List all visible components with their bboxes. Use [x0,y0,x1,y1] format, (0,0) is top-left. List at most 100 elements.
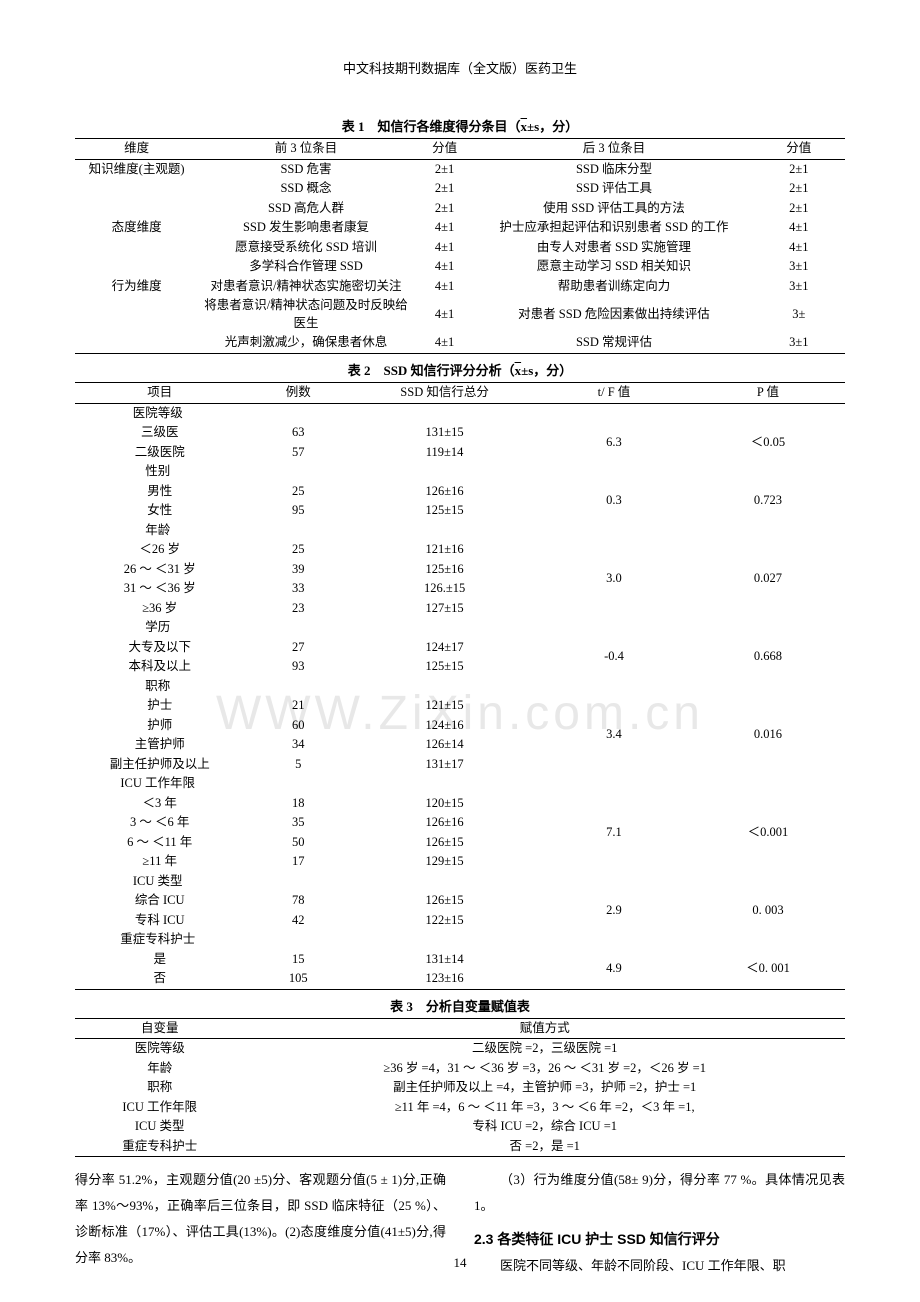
table2-caption: 表 2 SSD 知信行评分分析（x±s，分） [75,362,845,380]
table2-n: 15 [244,950,352,970]
table2-n: 25 [244,540,352,560]
table3-assign: ≥11 年 =4，6 ～ ＜11 年 =3，3 ～ ＜6 年 =2，＜3 年 =… [244,1098,845,1118]
table2-h0: 项目 [75,383,244,404]
table1-cell: 愿意主动学习 SSD 相关知识 [475,257,752,277]
table2-tf: 0.3 [537,482,691,521]
table1-h0: 维度 [75,139,198,160]
table3: 自变量 赋值方式 医院等级二级医院 =2，三级医院 =1年龄≥36 岁 =4，3… [75,1018,845,1158]
table2-p: ＜0.001 [691,794,845,872]
table1-cell [75,257,198,277]
table2-score: 131±15 [352,423,537,443]
table1-caption: 表 1 知信行各维度得分条目（x±s，分） [75,118,845,136]
table1: 维度 前 3 位条目 分值 后 3 位条目 分值 知识维度(主观题)SSD 危害… [75,138,845,354]
table1-cell: 4±1 [414,296,476,333]
table3-h1: 赋值方式 [244,1018,845,1039]
table3-assign: 否 =2，是 =1 [244,1137,845,1157]
table2-score: 126±16 [352,482,537,502]
table1-cell: 4±1 [414,257,476,277]
table2-item: 女性 [75,501,244,521]
table1-cell: SSD 危害 [198,159,414,179]
table3-var: 年龄 [75,1059,244,1079]
table3-var: 医院等级 [75,1039,244,1059]
table2-score: 121±15 [352,696,537,716]
table2-tf: 2.9 [537,891,691,930]
table2-p: ＜0. 001 [691,950,845,990]
table1-cell: 4±1 [414,238,476,258]
table2-n: 23 [244,599,352,619]
table1-cell: 光声刺激减少，确保患者休息 [198,333,414,353]
table2-n: 105 [244,969,352,989]
table2-tf: 3.0 [537,540,691,618]
table2-n: 78 [244,891,352,911]
table1-cell: SSD 评估工具 [475,179,752,199]
table1-cell: SSD 常规评估 [475,333,752,353]
table1-cell: 2±1 [414,179,476,199]
table2-item: 大专及以下 [75,638,244,658]
table1-cell: 4±1 [414,218,476,238]
table1-cell: 3± [753,296,845,333]
table2-item: 6 ～ ＜11 年 [75,833,244,853]
table1-cell: SSD 发生影响患者康复 [198,218,414,238]
table3-assign: 二级医院 =2，三级医院 =1 [244,1039,845,1059]
table2-item: 二级医院 [75,443,244,463]
table2-group-title: 年龄 [75,521,244,541]
table1-cell: 2±1 [753,179,845,199]
table2-n: 25 [244,482,352,502]
table2-n: 21 [244,696,352,716]
table1-cell: SSD 概念 [198,179,414,199]
table1-cell: 4±1 [414,277,476,297]
table3-var: 职称 [75,1078,244,1098]
table1-cell: SSD 临床分型 [475,159,752,179]
table1-cell: 护士应承担起评估和识别患者 SSD 的工作 [475,218,752,238]
table1-cell: 4±1 [414,333,476,353]
table1-cell: 2±1 [753,159,845,179]
table2-score: 125±15 [352,657,537,677]
table2-item: 专科 ICU [75,911,244,931]
table2-tf: 7.1 [537,794,691,872]
table1-cell: 3±1 [753,333,845,353]
table2-n: 39 [244,560,352,580]
table2-group-title: 医院等级 [75,403,244,423]
table2-item: 否 [75,969,244,989]
table2-n: 35 [244,813,352,833]
table2-item: 男性 [75,482,244,502]
table2: 项目 例数 SSD 知信行总分 t/ F 值 P 值 医院等级三级医63131±… [75,382,845,990]
table2-item: ≥11 年 [75,852,244,872]
table2-n: 33 [244,579,352,599]
table2-group-title: 重症专科护士 [75,930,244,950]
table1-cell: 3±1 [753,257,845,277]
table2-item: 3 ～ ＜6 年 [75,813,244,833]
table2-p: 0.027 [691,540,845,618]
table2-h4: P 值 [691,383,845,404]
table2-score: 124±17 [352,638,537,658]
table1-cell [75,238,198,258]
table2-n: 5 [244,755,352,775]
table2-score: 122±15 [352,911,537,931]
table1-cell: 帮助患者训练定向力 [475,277,752,297]
table2-score: 126±16 [352,813,537,833]
body-right-p2: 医院不同等级、年龄不同阶段、ICU 工作年限、职 [474,1253,845,1279]
table2-item: 三级医 [75,423,244,443]
table1-cell [75,296,198,333]
table3-var: 重症专科护士 [75,1137,244,1157]
table2-score: 126±15 [352,891,537,911]
body-left-col: 得分率 51.2%，主观题分值(20 ±5)分、客观题分值(5 ± 1)分,正确… [75,1167,446,1279]
table3-caption: 表 3 分析自变量赋值表 [75,998,845,1016]
table2-group-title: 性别 [75,462,244,482]
table1-cell: 由专人对患者 SSD 实施管理 [475,238,752,258]
table2-n: 27 [244,638,352,658]
table1-cell: 对患者 SSD 危险因素做出持续评估 [475,296,752,333]
table1-cell [75,333,198,353]
table1-h4: 分值 [753,139,845,160]
table2-item: 护士 [75,696,244,716]
table2-n: 57 [244,443,352,463]
table2-tf: -0.4 [537,638,691,677]
table2-score: 119±14 [352,443,537,463]
table3-assign: 副主任护师及以上 =4，主管护师 =3，护师 =2，护士 =1 [244,1078,845,1098]
table1-cell: 知识维度(主观题) [75,159,198,179]
table2-item: 护师 [75,716,244,736]
table2-n: 34 [244,735,352,755]
table2-score: 124±16 [352,716,537,736]
page-header: 中文科技期刊数据库（全文版）医药卫生 [75,60,845,78]
table1-cell: 将患者意识/精神状态问题及时反映给医生 [198,296,414,333]
